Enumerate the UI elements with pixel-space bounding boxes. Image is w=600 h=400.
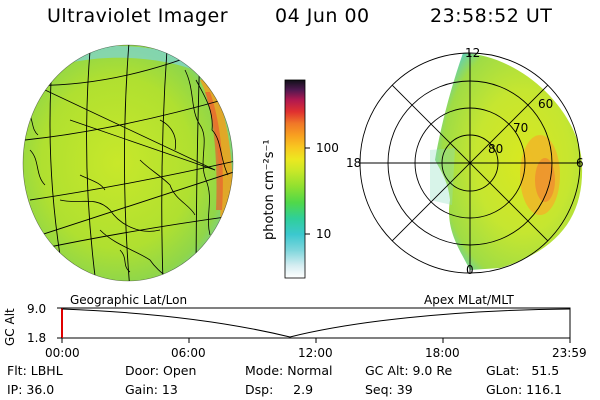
door-status: Door: Open: [125, 363, 197, 378]
time-tick-1800: 18:00: [425, 346, 460, 360]
instrument-title: Ultraviolet Imager: [47, 5, 229, 27]
seq-status: Seq: 39: [365, 382, 413, 397]
coastlines: [24, 69, 229, 281]
strip-y-max: 9.0: [27, 302, 47, 316]
mlt-label-0: 0: [466, 263, 474, 277]
colorbar-tick-100: 100: [316, 141, 339, 155]
altitude-strip: [57, 307, 571, 343]
mlt-lines: [360, 53, 580, 273]
time-tick-0600: 06:00: [171, 346, 206, 360]
aurora-band: [200, 78, 233, 230]
polar-image: [359, 52, 583, 274]
colorbar-tick-10: 10: [316, 227, 332, 241]
colorbar-unit-label: photon cm⁻²s⁻¹: [262, 139, 277, 240]
gc-alt-status: GC Alt: 9.0 Re: [365, 363, 453, 378]
mlt-label-18: 18: [346, 156, 362, 170]
mlt-label-12: 12: [465, 46, 481, 60]
geographic-image: [22, 44, 234, 282]
right-panel-label: Apex MLat/MLT: [424, 293, 514, 307]
mlat-label-70: 70: [513, 121, 529, 135]
mlat-label-80: 80: [488, 142, 504, 156]
strip-axis-label: GC Alt: [3, 308, 17, 346]
dsp-status: Dsp: 2.9: [245, 382, 314, 397]
mlat-label-60: 60: [538, 97, 554, 111]
ip-status: IP: 36.0: [7, 382, 55, 397]
time-label: 23:58:52 UT: [430, 5, 553, 27]
glat-status: GLat: 51.5: [486, 363, 560, 378]
left-panel-label: Geographic Lat/Lon: [70, 293, 188, 307]
colorbar: [284, 79, 310, 279]
convergence-lines: [44, 89, 216, 171]
altitude-curve: [61, 308, 571, 338]
mode-status: Mode: Normal: [245, 363, 333, 378]
time-tick-2359: 23:59: [552, 346, 587, 360]
polar-emission: [435, 53, 583, 270]
glon-status: GLon: 116.1: [486, 382, 562, 397]
gain-status: Gain: 13: [125, 382, 178, 397]
time-tick-0000: 00:00: [45, 346, 80, 360]
time-tick-marks: [57, 307, 571, 343]
filter-status: Flt: LBHL: [7, 363, 63, 378]
time-tick-1200: 12:00: [298, 346, 333, 360]
date-label: 04 Jun 00: [275, 5, 370, 27]
mlt-label-6: 6: [576, 156, 584, 170]
strip-y-min: 1.8: [27, 331, 47, 345]
